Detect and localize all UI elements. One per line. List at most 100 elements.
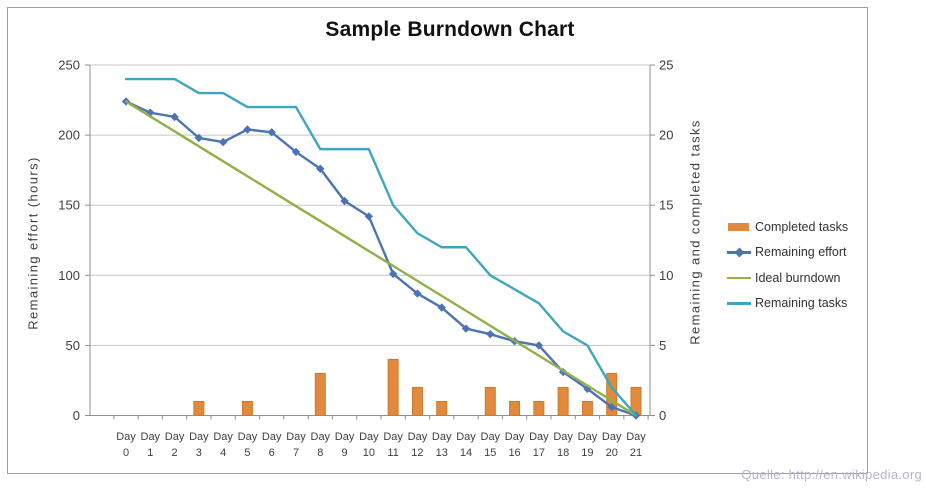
- left-axis-tick-label: 100: [58, 268, 80, 283]
- x-tick-number: 16: [508, 447, 520, 459]
- legend-swatch-remaining-tasks: [727, 298, 751, 308]
- right-axis-tick-label: 15: [659, 198, 673, 213]
- x-tick-number: 9: [342, 447, 348, 459]
- legend-swatch-ideal-burndown: [727, 273, 751, 283]
- x-tick-word: Day: [578, 431, 598, 443]
- data-point-marker: [267, 128, 276, 137]
- x-tick-number: 3: [196, 447, 202, 459]
- x-tick-number: 5: [244, 447, 250, 459]
- data-point-marker: [340, 196, 349, 206]
- legend-swatch-completed-tasks: [727, 222, 751, 232]
- data-point-marker: [461, 324, 471, 333]
- x-tick-word: Day: [116, 431, 136, 443]
- x-tick-number: 0: [123, 447, 129, 459]
- data-point-marker: [364, 212, 374, 221]
- x-tick-number: 7: [293, 447, 299, 459]
- left-axis-tick-label: 150: [58, 198, 80, 213]
- bar-completed-tasks: [484, 386, 496, 416]
- x-tick-word: Day: [481, 431, 501, 443]
- x-tick-word: Day: [408, 431, 428, 443]
- ideal-burndown-line: [124, 100, 638, 417]
- legend-label: Completed tasks: [755, 219, 849, 234]
- x-tick-word: Day: [529, 431, 549, 443]
- x-tick-number: 18: [557, 447, 569, 459]
- x-tick-word: Day: [165, 431, 185, 443]
- right-axis-title: Remaining and completed tasks: [687, 119, 703, 345]
- x-tick-number: 11: [387, 447, 398, 459]
- data-point-marker: [413, 289, 422, 298]
- legend-swatch-remaining-effort: [727, 247, 751, 258]
- left-axis-tick-label: 0: [73, 408, 80, 423]
- x-tick-number: 20: [606, 447, 618, 459]
- left-axis-tick-label: 200: [58, 128, 80, 143]
- bar-completed-tasks: [193, 400, 205, 417]
- x-tick-word: Day: [602, 431, 622, 443]
- x-tick-number: 10: [363, 447, 375, 459]
- data-point-marker: [218, 137, 228, 147]
- bar-completed-tasks: [411, 386, 423, 416]
- left-axis-title: Remaining effort (hours): [25, 156, 41, 330]
- x-tick-number: 2: [172, 447, 178, 459]
- data-point-marker: [316, 164, 325, 173]
- x-tick-word: Day: [262, 431, 282, 443]
- chart-frame: [7, 7, 868, 474]
- x-tick-word: Day: [505, 431, 525, 443]
- bar-completed-tasks: [387, 358, 399, 417]
- x-tick-word: Day: [311, 431, 331, 443]
- bar-completed-tasks: [581, 400, 593, 417]
- chart-title: Sample Burndown Chart: [325, 18, 575, 41]
- data-point-marker: [437, 303, 446, 312]
- x-tick-word: Day: [141, 431, 161, 443]
- x-tick-word: Day: [456, 431, 476, 443]
- legend-label: Remaining effort: [755, 245, 847, 260]
- x-tick-number: 6: [269, 447, 275, 459]
- x-tick-word: Day: [286, 431, 306, 443]
- x-tick-number: 19: [581, 447, 593, 459]
- legend-label: Ideal burndown: [755, 270, 841, 285]
- bar-completed-tasks: [241, 400, 253, 417]
- x-tick-word: Day: [432, 431, 452, 443]
- bar-completed-tasks: [557, 386, 569, 416]
- x-tick-number: 4: [220, 447, 226, 459]
- data-point-marker: [486, 329, 495, 339]
- right-axis-tick-label: 25: [659, 58, 673, 73]
- x-tick-word: Day: [626, 431, 646, 443]
- x-tick-number: 8: [317, 447, 323, 459]
- legend-label: Remaining tasks: [755, 296, 848, 311]
- data-point-marker: [388, 269, 398, 279]
- left-axis-tick-label: 250: [58, 58, 80, 73]
- right-axis-tick-label: 0: [659, 408, 666, 423]
- legend: Completed tasks Remaining effort Ideal bur…: [727, 214, 848, 316]
- x-tick-word: Day: [238, 431, 258, 443]
- right-axis-tick-label: 10: [659, 268, 673, 283]
- x-tick-word: Day: [335, 431, 355, 443]
- legend-item-remaining-effort: Remaining effort: [727, 240, 848, 266]
- x-tick-number: 12: [411, 447, 423, 459]
- x-tick-number: 17: [533, 447, 545, 459]
- data-point-marker: [534, 341, 544, 350]
- bar-completed-tasks: [314, 372, 326, 417]
- x-tick-number: 14: [460, 447, 472, 459]
- x-tick-word: Day: [553, 431, 573, 443]
- x-tick-number: 1: [147, 447, 153, 459]
- legend-item-ideal-burndown: Ideal burndown: [727, 265, 848, 291]
- data-point-marker: [194, 133, 204, 143]
- legend-item-completed-tasks: Completed tasks: [727, 214, 848, 240]
- source-note: Quelle: http://en.wikipedia.org: [741, 467, 922, 482]
- x-tick-number: 21: [630, 447, 642, 459]
- left-axis-tick-label: 50: [66, 338, 80, 353]
- data-point-marker: [291, 147, 301, 157]
- x-tick-word: Day: [189, 431, 209, 443]
- data-point-marker: [607, 402, 616, 412]
- x-tick-word: Day: [383, 431, 403, 443]
- data-point-marker: [243, 125, 252, 134]
- bar-completed-tasks: [509, 400, 521, 417]
- x-tick-word: Day: [359, 431, 379, 443]
- right-axis-tick-label: 5: [659, 338, 666, 353]
- bar-completed-tasks: [533, 400, 545, 417]
- legend-item-remaining-tasks: Remaining tasks: [727, 291, 848, 317]
- right-axis-tick-label: 20: [659, 128, 673, 143]
- bar-completed-tasks: [436, 400, 448, 417]
- x-tick-number: 15: [484, 447, 496, 459]
